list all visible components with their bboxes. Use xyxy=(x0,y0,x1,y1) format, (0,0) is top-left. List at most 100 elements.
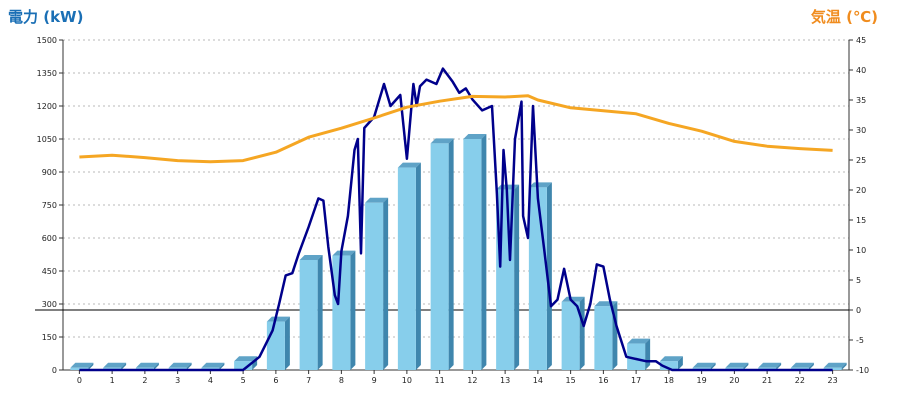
bar-side xyxy=(88,362,94,370)
x-tick-label: 10 xyxy=(402,376,412,385)
temperature-line xyxy=(79,94,833,164)
x-tick-label: 16 xyxy=(598,376,608,385)
bar-side xyxy=(514,184,520,370)
left-axis-unit-label: 電力 (kW) xyxy=(8,8,84,26)
bar-side xyxy=(776,362,782,370)
x-tick-label: 20 xyxy=(729,376,739,385)
bar-top xyxy=(201,362,225,368)
bar xyxy=(561,301,580,370)
bar xyxy=(70,367,89,370)
bar-top xyxy=(103,362,127,368)
bar-top xyxy=(463,134,487,139)
x-tick-label: 1 xyxy=(110,376,115,385)
bar-side xyxy=(677,356,683,370)
bar-top xyxy=(70,362,94,368)
bar-side xyxy=(481,134,487,370)
right-tick-label: 20 xyxy=(856,186,866,195)
bar xyxy=(659,361,678,370)
bar-top xyxy=(234,356,258,362)
x-tick-label: 0 xyxy=(77,376,82,385)
power-line xyxy=(79,67,833,372)
x-tick-label: 12 xyxy=(467,376,477,385)
bar-top xyxy=(790,362,814,368)
bar xyxy=(299,260,318,370)
bar-side xyxy=(121,362,127,370)
bar-top xyxy=(725,362,749,368)
bar-top xyxy=(561,296,585,302)
right-tick-label: -5 xyxy=(856,336,864,345)
bar xyxy=(332,255,351,370)
x-tick-label: 19 xyxy=(697,376,707,385)
bar xyxy=(823,367,842,370)
bar-top xyxy=(365,197,389,203)
x-tick-label: 9 xyxy=(372,376,377,385)
right-tick-label: 40 xyxy=(856,66,866,75)
bar-side xyxy=(383,197,389,370)
bar-side xyxy=(743,362,749,370)
left-tick-label: 1050 xyxy=(37,135,57,144)
left-tick-label: 450 xyxy=(42,267,57,276)
right-tick-label: 25 xyxy=(856,156,866,165)
left-tick-label: 1350 xyxy=(37,69,57,78)
x-tick-label: 21 xyxy=(762,376,772,385)
bar-top xyxy=(266,316,290,322)
bar xyxy=(430,143,449,370)
right-axis-unit-label: 気温 (℃) xyxy=(810,8,878,26)
bar-side xyxy=(448,138,454,370)
x-tick-label: 7 xyxy=(306,376,311,385)
bar-side xyxy=(645,338,651,370)
bar-side xyxy=(219,362,225,370)
left-tick-label: 0 xyxy=(52,366,57,375)
bar-side xyxy=(415,162,421,370)
bar xyxy=(234,361,253,370)
right-tick-label: 5 xyxy=(856,276,861,285)
x-tick-label: 17 xyxy=(631,376,641,385)
bar xyxy=(397,167,416,370)
bar-top xyxy=(528,182,552,188)
left-tick-label: 1200 xyxy=(37,102,57,111)
bar-top xyxy=(758,362,782,368)
x-tick-label: 14 xyxy=(533,376,543,385)
right-tick-label: 0 xyxy=(856,306,861,315)
bar-side xyxy=(350,250,356,370)
bar-top xyxy=(823,362,847,368)
bar-side xyxy=(317,255,323,370)
right-tick-label: -10 xyxy=(856,366,869,375)
bar-side xyxy=(710,362,716,370)
x-tick-label: 4 xyxy=(208,376,213,385)
bar-top xyxy=(168,362,192,368)
left-tick-label: 750 xyxy=(42,201,57,210)
bar-top xyxy=(659,356,683,362)
right-tick-label: 30 xyxy=(856,126,866,135)
bar-side xyxy=(546,182,552,370)
bar-top xyxy=(430,138,454,144)
bar xyxy=(627,343,646,370)
x-tick-label: 15 xyxy=(566,376,576,385)
bar-side xyxy=(284,316,290,370)
right-tick-label: 45 xyxy=(856,36,866,45)
bar-top xyxy=(299,255,323,260)
right-tick-label: 10 xyxy=(856,246,866,255)
right-tick-label: 15 xyxy=(856,216,866,225)
bar-top xyxy=(135,362,159,368)
x-tick-label: 18 xyxy=(664,376,674,385)
x-tick-label: 5 xyxy=(241,376,246,385)
bar-side xyxy=(153,362,159,370)
bar xyxy=(528,187,547,370)
bar-side xyxy=(841,362,847,370)
x-tick-label: 23 xyxy=(828,376,838,385)
left-tick-label: 900 xyxy=(42,168,57,177)
bar xyxy=(594,306,613,370)
right-tick-label: 35 xyxy=(856,96,866,105)
bar-top xyxy=(332,250,356,256)
x-tick-label: 2 xyxy=(142,376,147,385)
left-tick-label: 1500 xyxy=(37,36,57,45)
x-tick-label: 22 xyxy=(795,376,805,385)
x-tick-label: 11 xyxy=(435,376,445,385)
x-tick-label: 3 xyxy=(175,376,180,385)
x-tick-label: 6 xyxy=(273,376,278,385)
left-tick-label: 600 xyxy=(42,234,57,243)
bar-side xyxy=(579,296,585,370)
bar-side xyxy=(808,362,814,370)
